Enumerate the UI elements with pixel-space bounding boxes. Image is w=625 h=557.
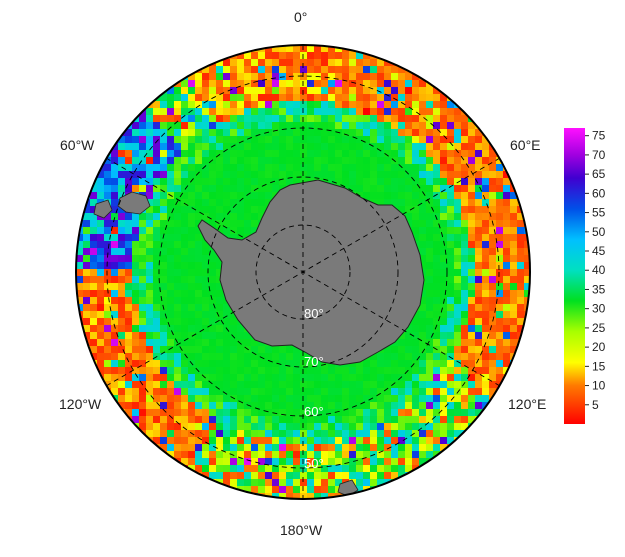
graticule	[105, 45, 501, 499]
colorbar-ticks: 75 70 65 60 55 50 45 40 35 30 25 20 15 10 5	[585, 129, 606, 412]
lat-label-50: 50°	[304, 456, 324, 471]
colorbar-tick-label: 15	[592, 359, 606, 373]
colorbar-tick-label: 20	[592, 340, 606, 354]
colorbar-tick-label: 60	[592, 186, 606, 200]
colorbar-tick-label: 50	[592, 225, 606, 239]
meridian-60e-120w	[105, 157, 501, 387]
lon-label-180w: 180°W	[280, 522, 323, 538]
colorbar-tick-label: 45	[592, 244, 606, 258]
lon-label-60w: 60°W	[60, 137, 95, 153]
colorbar-tick-label: 40	[592, 263, 606, 277]
colorbar: 75 70 65 60 55 50 45 40 35 30 25 20 15 10 5	[564, 128, 606, 424]
lat-circle-70	[207, 176, 399, 368]
colorbar-tick-label: 75	[592, 129, 606, 143]
colorbar-tick-label: 10	[592, 379, 606, 393]
lon-label-0: 0°	[294, 9, 308, 25]
lat-label-60: 60°	[304, 404, 324, 419]
map-boundary	[75, 44, 531, 500]
lon-label-60e: 60°E	[510, 137, 541, 153]
colorbar-tick-label: 65	[592, 167, 606, 181]
colorbar-tick-label: 70	[592, 148, 606, 162]
lat-label-70: 70°	[304, 354, 324, 369]
lon-label-120w: 120°W	[59, 396, 102, 412]
colorbar-gradient	[564, 128, 585, 424]
colorbar-tick-label: 35	[592, 282, 606, 296]
colorbar-tick-label: 55	[592, 206, 606, 220]
colorbar-tick-label: 25	[592, 321, 606, 335]
colorbar-tick-label: 30	[592, 302, 606, 316]
lat-label-80: 80°	[304, 306, 324, 321]
antarctica-landmass	[93, 179, 425, 497]
colorbar-tick-label: 5	[592, 398, 599, 412]
lon-label-120e: 120°E	[508, 396, 547, 412]
